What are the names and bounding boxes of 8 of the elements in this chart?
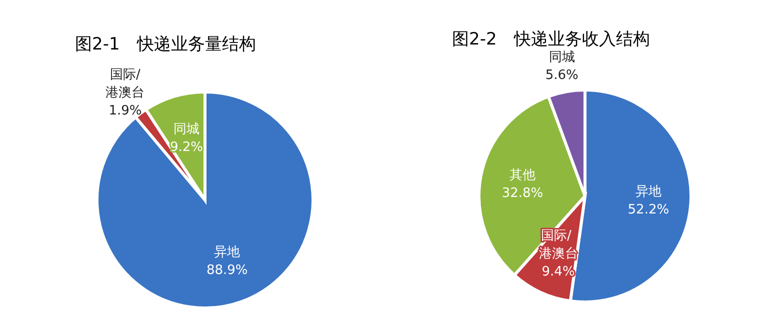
slice-label: 异地 88.9% <box>206 244 248 278</box>
slice-label: 同城 5.6% <box>545 50 578 83</box>
slice-label: 同城 9.2% <box>170 121 204 154</box>
chart-title: 图2-1 快递业务量结构 <box>75 34 256 55</box>
slice-label: 异地 52.2% <box>628 184 670 217</box>
chart-title: 图2-2 快递业务收入结构 <box>452 30 650 50</box>
slice-label: 其他 32.8% <box>502 168 544 201</box>
slice-label: 国际/港澳台 1.9% <box>106 66 145 118</box>
